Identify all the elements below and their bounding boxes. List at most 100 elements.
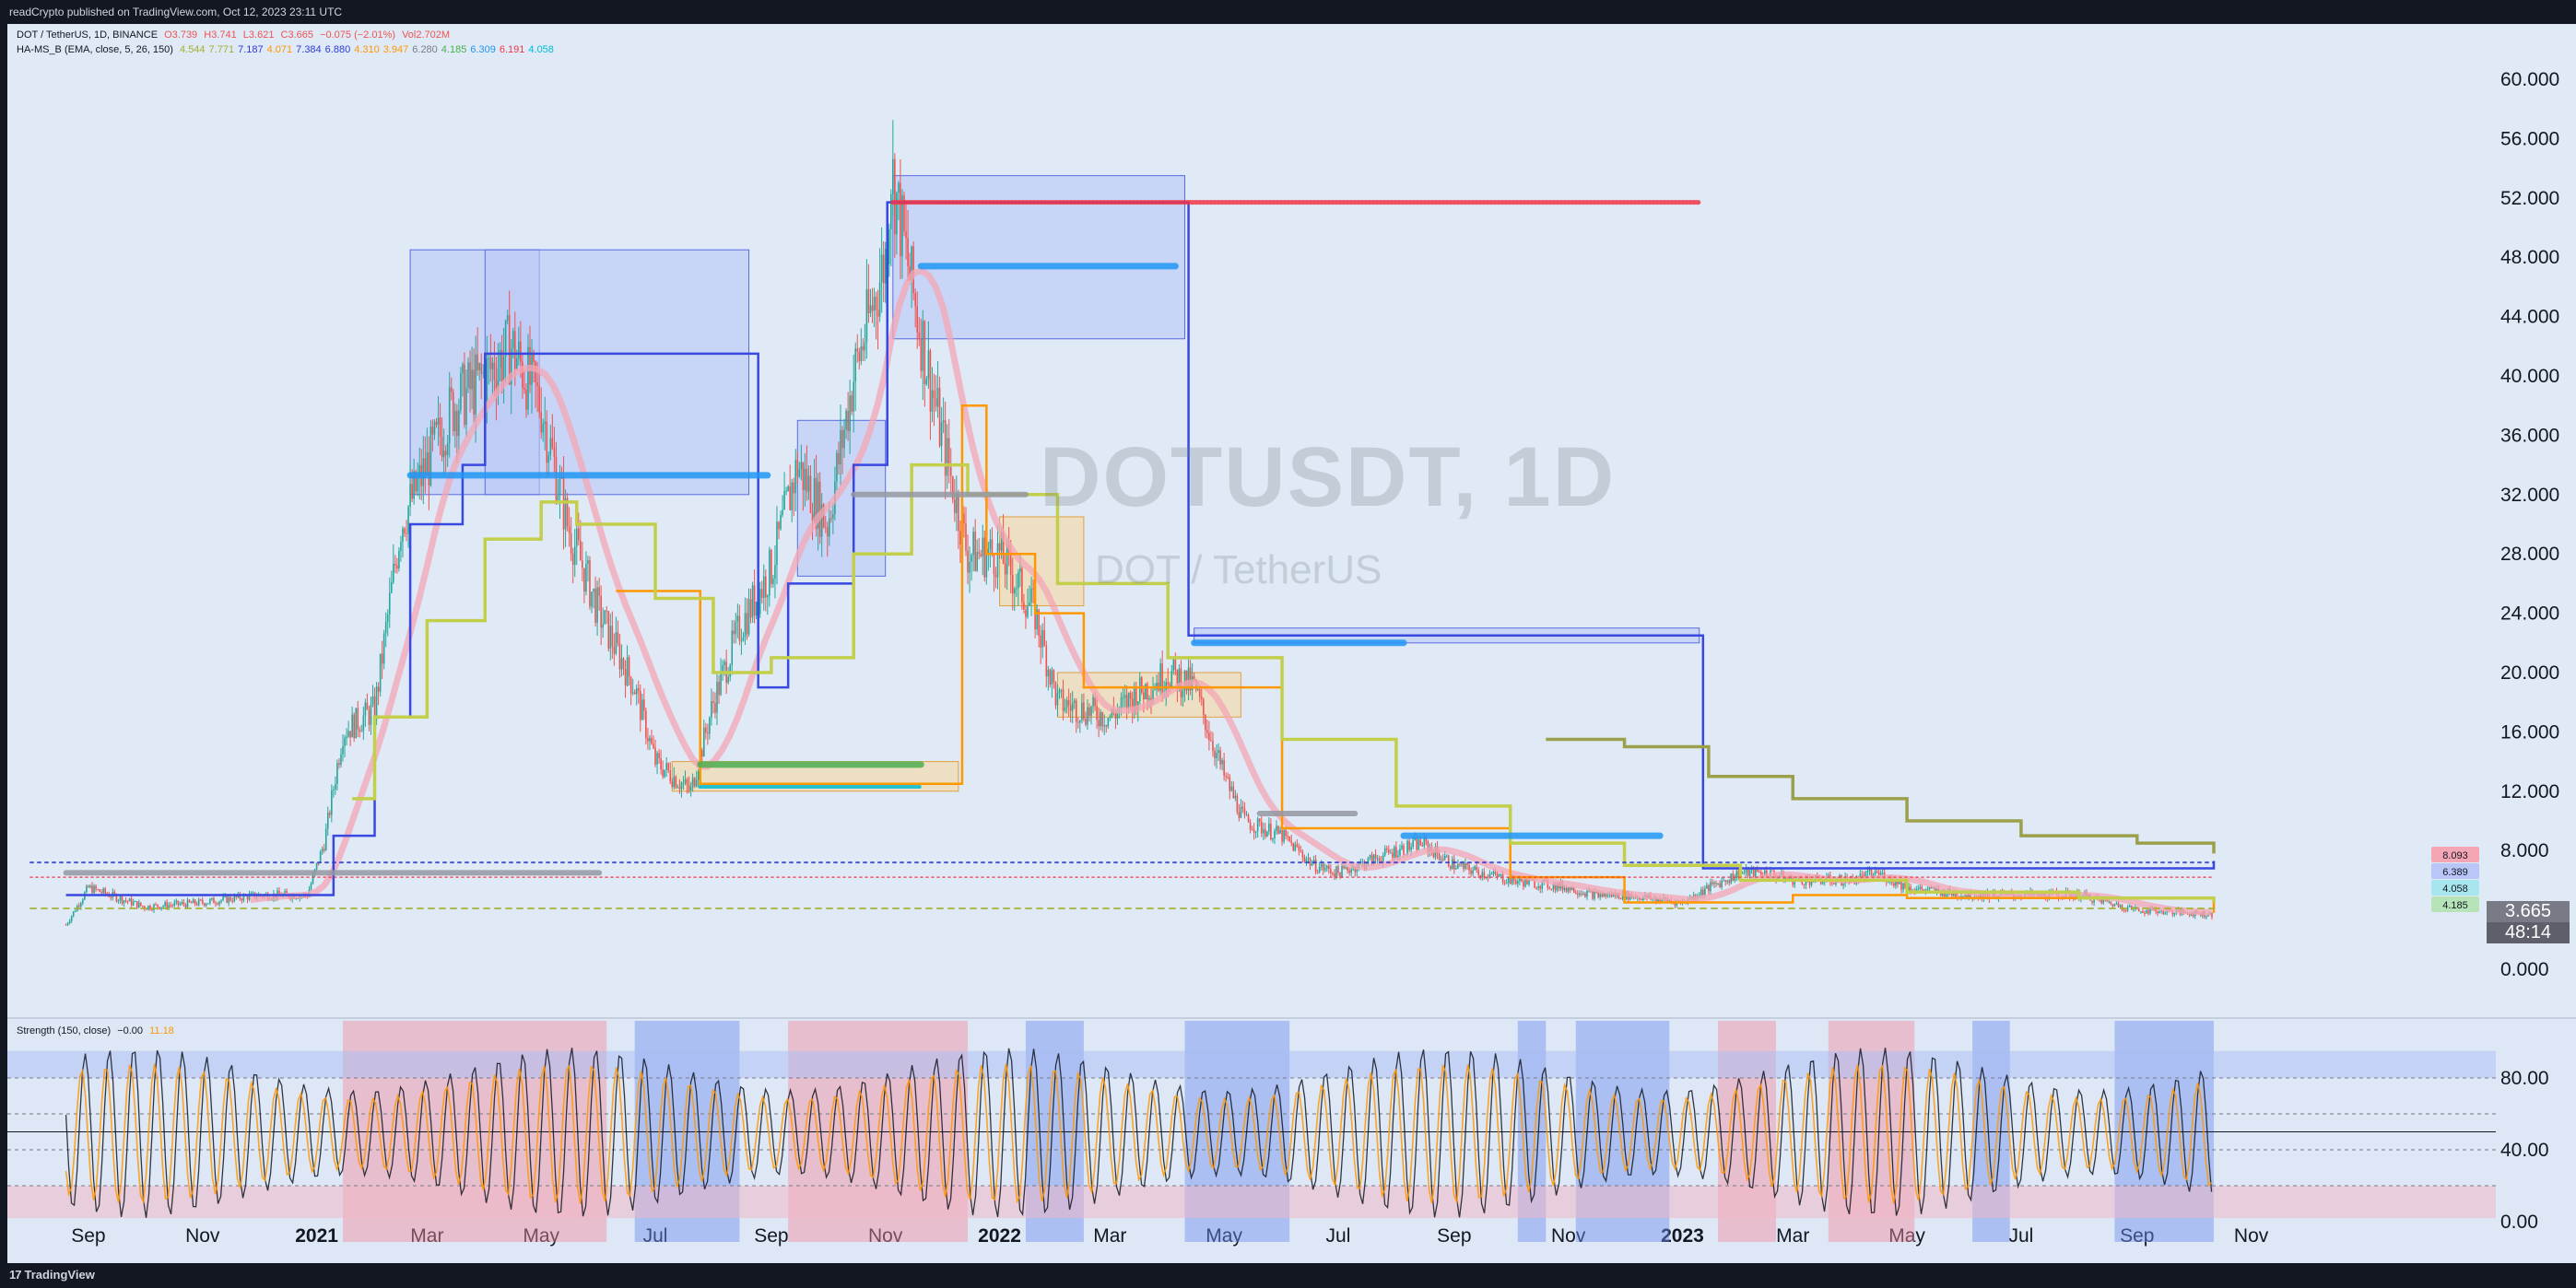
candle-body bbox=[1464, 862, 1466, 870]
candle-body bbox=[2130, 905, 2133, 910]
candle-body bbox=[1272, 838, 1274, 840]
candle-body bbox=[622, 658, 625, 670]
candle-body bbox=[310, 884, 312, 890]
candle-body bbox=[476, 354, 478, 371]
candle-body bbox=[1487, 876, 1489, 878]
candle-body bbox=[199, 899, 202, 901]
candle-body bbox=[2123, 909, 2125, 911]
candle-body bbox=[1605, 893, 1607, 896]
candle-body bbox=[1152, 690, 1154, 700]
candle-body bbox=[793, 482, 795, 494]
strength-legend[interactable]: Strength (150, close) −0.00 11.18 bbox=[17, 1025, 178, 1036]
candle-body bbox=[1556, 883, 1559, 891]
candle-body bbox=[1256, 818, 1259, 832]
candle-body bbox=[250, 893, 253, 895]
candle-body bbox=[135, 901, 138, 908]
candle-body bbox=[381, 653, 383, 664]
time-axis-label: Mar bbox=[410, 1225, 443, 1247]
tradingview-logo[interactable]: 17 TradingView bbox=[9, 1268, 95, 1282]
candle-body bbox=[1281, 830, 1283, 842]
candle-body bbox=[1223, 760, 1225, 777]
candle-body bbox=[1193, 675, 1195, 680]
candle-body bbox=[1417, 839, 1420, 850]
candle-body bbox=[1335, 866, 1337, 877]
candle-body bbox=[665, 763, 667, 770]
candle-body bbox=[686, 779, 688, 785]
candle-body bbox=[1323, 868, 1326, 871]
candle-body bbox=[1416, 837, 1418, 850]
candle-body bbox=[744, 613, 747, 638]
candle-body bbox=[1002, 532, 1005, 564]
candle-body bbox=[411, 484, 413, 499]
candle-body bbox=[611, 626, 614, 647]
candle-body bbox=[615, 632, 618, 654]
candle-body bbox=[811, 512, 814, 521]
candle-body bbox=[1441, 859, 1444, 861]
legend-symbol: DOT / TetherUS, 1D, BINANCE bbox=[17, 29, 159, 41]
candle-body bbox=[1567, 886, 1570, 892]
candle-body bbox=[689, 787, 692, 790]
candle-body bbox=[1432, 850, 1435, 858]
candle-body bbox=[1183, 670, 1186, 691]
candle-body bbox=[1548, 887, 1551, 889]
candle-body bbox=[587, 560, 589, 565]
candle-body bbox=[873, 297, 876, 311]
candle-body bbox=[832, 514, 834, 519]
candle-body bbox=[1597, 892, 1599, 897]
candle-body bbox=[697, 771, 700, 780]
candle-body bbox=[1178, 668, 1181, 690]
candle-body bbox=[1759, 872, 1762, 875]
candle-body bbox=[312, 874, 314, 884]
candle-body bbox=[1374, 854, 1377, 859]
time-axis-label: Nov bbox=[2234, 1225, 2269, 1247]
candle-body bbox=[925, 379, 928, 384]
price-axis-label: 44.000 bbox=[2500, 307, 2559, 328]
candle-body bbox=[510, 348, 512, 385]
candle-body bbox=[160, 907, 162, 909]
candle-body bbox=[512, 331, 514, 349]
symbol-legend[interactable]: DOT / TetherUS, 1D, BINANCE O3.739 H3.74… bbox=[17, 29, 453, 41]
candle-body bbox=[1406, 840, 1408, 855]
candle-body bbox=[351, 714, 353, 738]
candle-body bbox=[1928, 886, 1931, 890]
candle-body bbox=[1981, 894, 1983, 900]
candle-body bbox=[2093, 896, 2095, 903]
candle-body bbox=[364, 702, 367, 716]
candle-body bbox=[2155, 908, 2157, 912]
candle-body bbox=[898, 182, 900, 193]
candle-body bbox=[2188, 914, 2191, 916]
bar-countdown-badge: 48:14 bbox=[2487, 922, 2570, 943]
candle-body bbox=[315, 862, 318, 870]
candle-body bbox=[495, 380, 498, 392]
candle-body bbox=[520, 341, 522, 362]
candle-body bbox=[2115, 903, 2118, 905]
candle-body bbox=[500, 349, 503, 381]
candle-body bbox=[982, 537, 984, 556]
candle-body bbox=[759, 589, 761, 615]
candle-body bbox=[359, 729, 361, 732]
candle-body bbox=[1505, 883, 1508, 884]
candle-body bbox=[242, 895, 245, 901]
price-axis-label: 40.000 bbox=[2500, 366, 2559, 387]
candle-body bbox=[691, 778, 694, 788]
candle-body bbox=[1156, 682, 1158, 690]
candle-body bbox=[1777, 877, 1779, 880]
legend-indicator-value: 6.191 bbox=[499, 44, 525, 55]
candle-body bbox=[854, 348, 857, 382]
candle-body bbox=[676, 787, 679, 789]
candle-body bbox=[1554, 884, 1557, 891]
candle-body bbox=[1214, 750, 1216, 759]
candle-body bbox=[1212, 741, 1214, 751]
candle-body bbox=[1419, 839, 1422, 846]
candle-body bbox=[922, 321, 924, 371]
candle-body bbox=[66, 922, 69, 925]
legend-indicator-value: 3.947 bbox=[382, 44, 409, 55]
chart-area[interactable]: 60.000 56.000 52.000 48.000 44.000 40.000 36.0… bbox=[7, 24, 2576, 1263]
price-axis-label: 48.000 bbox=[2500, 247, 2559, 268]
main-chart-svg[interactable]: 60.000 56.000 52.000 48.000 44.000 40.000 36.0… bbox=[7, 24, 2576, 1263]
candle-body bbox=[1285, 829, 1287, 837]
candle-body bbox=[645, 710, 647, 739]
candle-body bbox=[1025, 609, 1027, 617]
indicator-legend[interactable]: HA-MS_B (EMA, close, 5, 26, 150) 4.544 7.… bbox=[17, 44, 558, 55]
candle-body bbox=[2113, 904, 2116, 907]
